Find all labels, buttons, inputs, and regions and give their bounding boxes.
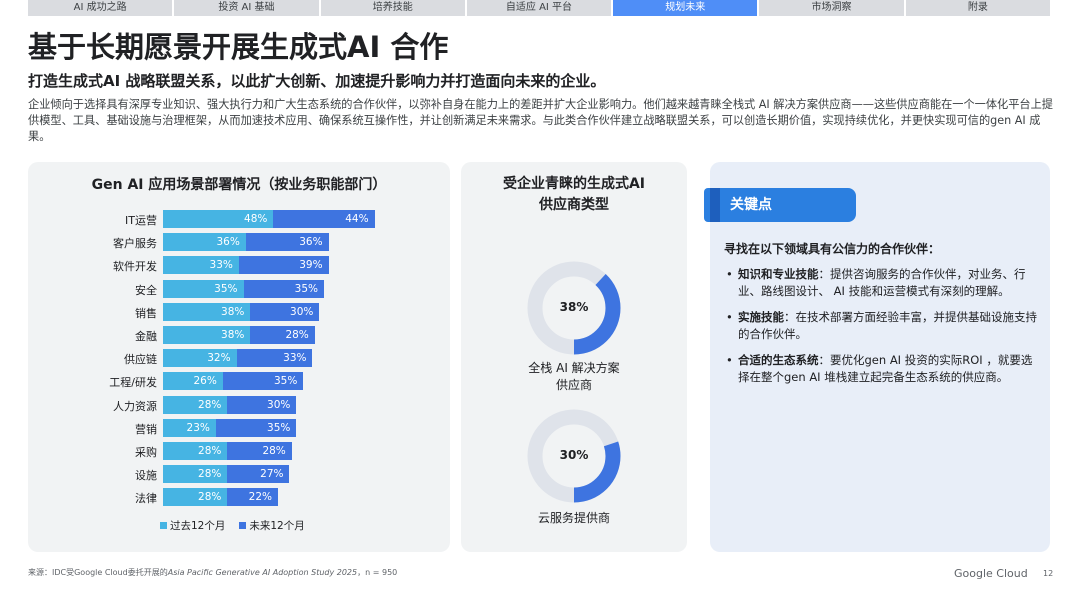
nav-tab[interactable]: 附录: [905, 0, 1050, 16]
donut-fullstack-label-line2: 供应商: [555, 378, 592, 392]
nav-tab[interactable]: 自适应 AI 平台: [466, 0, 612, 16]
bar-past-12-months: 35%: [163, 279, 244, 298]
bar-past-12-months: 33%: [163, 256, 239, 275]
bar-next-12-months: 28%: [227, 442, 292, 460]
donut-cloud-label: 云服务提供商: [537, 511, 610, 525]
nav-tab[interactable]: 市场洞察: [759, 0, 904, 16]
category-label: 供应链: [124, 353, 157, 367]
key-points-panel: 关键点 寻找在以下领域具有公信力的合作伙伴： 知识和专业技能：提供咨询服务的合作…: [704, 162, 1050, 552]
bar-past-12-months: 23%: [163, 418, 216, 437]
bar-next-12-months: 28%: [250, 326, 315, 344]
bar-next-12-months: 22%: [227, 488, 278, 507]
category-label: 销售: [135, 306, 157, 320]
vendor-type-panel: 受企业青睐的生成式AI 供应商类型 全栈 AI 解决方案 供应商 云服务提供商 …: [461, 162, 687, 552]
key-point-title: 知识和专业技能: [738, 267, 819, 281]
category-label: 法律: [135, 492, 157, 506]
donut-slice: [527, 409, 621, 503]
legend-swatch-future: [239, 522, 247, 529]
legend-item-future: 未来12个月: [239, 518, 305, 533]
deployment-chart-panel: Gen AI 应用场景部署情况（按业务职能部门） 过去12个月 未来12个月 I…: [28, 162, 450, 552]
legend-label-past: 过去12个月: [170, 520, 226, 532]
nav-tab[interactable]: AI 成功之路: [28, 0, 173, 16]
bar-next-12-months: 27%: [227, 465, 290, 484]
bar-past-12-months: 26%: [163, 372, 223, 391]
bar-next-12-months: 36%: [245, 233, 329, 252]
legend-label-future: 未来12个月: [249, 520, 305, 532]
bar-next-12-months: 33%: [236, 349, 313, 368]
bar-past-12-months: 38%: [163, 302, 251, 321]
bar-next-12-months: 30%: [227, 395, 297, 414]
chart-legend: 过去12个月 未来12个月: [160, 518, 305, 533]
bar-next-12-months: 35%: [222, 372, 304, 391]
page-number: 12: [1043, 569, 1054, 578]
section-nav: AI 成功之路 投资 AI 基础 培养技能 自适应 AI 平台 规划未来 市场洞察 附录: [28, 0, 1050, 16]
donut-panel-title-line2: 供应商类型: [539, 197, 609, 213]
bar-past-12-months: 38%: [163, 326, 251, 344]
bar-past-12-months: 48%: [163, 210, 274, 228]
donut-fullstack-label: 全栈 AI 解决方案 供应商: [461, 360, 687, 394]
key-points-list: 知识和专业技能：提供咨询服务的合作伙伴，对业务、行业、路线图设计、 AI 技能和…: [724, 266, 1038, 395]
intro-paragraph: 企业倾向于选择具有深厚专业知识、强大执行力和广大生态系统的合作伙伴，以弥补自身在…: [28, 98, 1053, 143]
category-label: 营销: [135, 422, 157, 436]
donut-slice: [527, 261, 621, 355]
donut-panel-title-line1: 受企业青睐的生成式AI: [502, 176, 646, 192]
nav-tab[interactable]: 培养技能: [320, 0, 465, 16]
category-label: 客户服务: [113, 237, 157, 251]
category-label: 工程/研发: [109, 376, 157, 390]
key-point-item: 实施技能：在技术部署方面经验丰富，并提供基础设施支持的合作伙伴。: [724, 309, 1038, 343]
donut-value: 30%: [559, 448, 589, 462]
category-label: 金融: [135, 330, 157, 343]
donut-chart: [527, 409, 621, 503]
bar-next-12-months: 35%: [243, 279, 324, 298]
category-label: 安全: [135, 283, 157, 297]
category-label: 人力资源: [113, 399, 157, 413]
key-points-banner: 关键点: [704, 188, 856, 222]
bar-next-12-months: 35%: [215, 418, 297, 437]
donut-fullstack-label-line1: 全栈 AI 解决方案: [528, 361, 620, 375]
legend-item-past: 过去12个月: [160, 518, 225, 533]
bar-past-12-months: 36%: [163, 233, 246, 252]
key-point-title: 合适的生态系统: [738, 353, 819, 367]
bar-past-12-months: 28%: [163, 488, 228, 507]
bar-next-12-months: 44%: [273, 210, 375, 228]
category-label: 采购: [135, 446, 157, 459]
key-point-item: 合适的生态系统：要优化gen AI 投资的实际ROI ，就要选择在整个gen A…: [724, 352, 1038, 386]
bar-past-12-months: 28%: [163, 442, 228, 460]
nav-tab[interactable]: 规划未来: [613, 0, 758, 16]
key-point-text: ：在技术部署方面经验丰富，并提供基础设施支持的合作伙伴。: [738, 310, 1037, 341]
page-subtitle: 打造生成式AI 战略联盟关系，以此扩大创新、加速提升影响力并打造面向未来的企业。: [28, 72, 606, 90]
google-cloud-logo: Google Cloud: [954, 567, 1028, 580]
key-point-text: ：提供咨询服务的合作伙伴，对业务、行业、路线图设计、 AI 技能和运营模式有深刻…: [738, 267, 1026, 298]
category-label: 设施: [135, 469, 157, 483]
page-title: 基于长期愿景开展生成式AI 合作: [28, 30, 449, 64]
donut-panel-title: 受企业青睐的生成式AI 供应商类型: [461, 174, 687, 216]
source-footnote: 来源：IDC受Google Cloud委托开展的Asia Pacific Gen…: [28, 567, 397, 578]
key-point-title: 实施技能: [738, 310, 784, 324]
category-label: IT运营: [125, 214, 157, 227]
bar-past-12-months: 28%: [163, 395, 228, 414]
key-points-banner-label: 关键点: [730, 197, 772, 213]
key-points-heading: 寻找在以下领域具有公信力的合作伙伴：: [724, 242, 941, 256]
donut-value: 38%: [559, 300, 589, 314]
category-label: 软件开发: [113, 260, 157, 274]
source-suffix: ，n = 950: [357, 568, 398, 577]
chart-title: Gen AI 应用场景部署情况（按业务职能部门）: [91, 177, 387, 193]
bar-past-12-months: 32%: [163, 349, 237, 368]
nav-tab[interactable]: 投资 AI 基础: [174, 0, 319, 16]
donut-chart: [527, 261, 621, 355]
key-point-text: ：要优化gen AI 投资的实际ROI ，就要选择在整个gen AI 堆栈建立起…: [738, 353, 1033, 384]
key-point-item: 知识和专业技能：提供咨询服务的合作伙伴，对业务、行业、路线图设计、 AI 技能和…: [724, 266, 1038, 300]
source-study: Asia Pacific Generative AI Adoption Stud…: [167, 568, 358, 577]
legend-swatch-past: [160, 522, 167, 529]
bar-next-12-months: 39%: [238, 256, 329, 275]
source-prefix: 来源：IDC受Google Cloud委托开展的: [28, 568, 168, 577]
bar-past-12-months: 28%: [163, 465, 228, 484]
bar-next-12-months: 30%: [250, 302, 320, 321]
